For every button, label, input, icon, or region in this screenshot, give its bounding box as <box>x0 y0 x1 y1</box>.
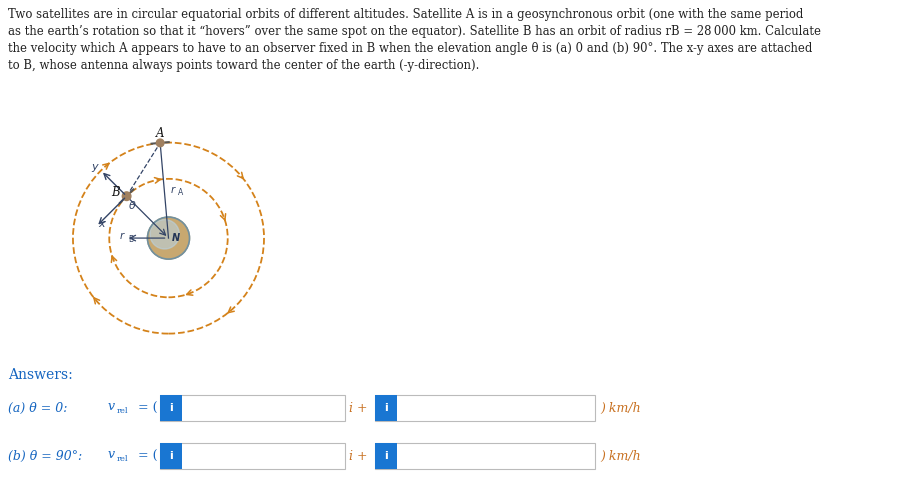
FancyBboxPatch shape <box>375 443 397 469</box>
Circle shape <box>150 220 179 249</box>
Text: = (: = ( <box>138 401 158 415</box>
FancyBboxPatch shape <box>375 443 595 469</box>
Text: rel: rel <box>117 407 129 415</box>
Text: ) km/h: ) km/h <box>600 401 641 415</box>
Text: i: i <box>169 403 173 413</box>
Text: i: i <box>384 451 387 461</box>
Text: rel: rel <box>117 455 129 463</box>
Text: A: A <box>156 127 164 140</box>
Text: B: B <box>128 235 133 244</box>
Text: v: v <box>108 400 115 414</box>
Text: N: N <box>172 233 180 243</box>
Text: i: i <box>384 403 387 413</box>
Text: the velocity which A appears to have to an observer fixed in B when the elevatio: the velocity which A appears to have to … <box>8 42 813 55</box>
Text: (b) θ = 90°:: (b) θ = 90°: <box>8 449 82 462</box>
Circle shape <box>123 192 131 200</box>
Text: θ: θ <box>129 201 136 211</box>
Text: A: A <box>177 188 183 197</box>
FancyBboxPatch shape <box>160 443 345 469</box>
Text: x: x <box>98 219 105 229</box>
Text: v: v <box>108 448 115 461</box>
Text: i: i <box>169 451 173 461</box>
Text: (a) θ = 0:: (a) θ = 0: <box>8 401 68 415</box>
Text: Answers:: Answers: <box>8 368 73 382</box>
FancyBboxPatch shape <box>160 395 182 421</box>
Circle shape <box>148 217 189 259</box>
Text: r: r <box>119 231 123 241</box>
Text: as the earth’s rotation so that it “hovers” over the same spot on the equator). : as the earth’s rotation so that it “hove… <box>8 25 821 38</box>
Text: Two satellites are in circular equatorial orbits of different altitudes. Satelli: Two satellites are in circular equatoria… <box>8 8 804 21</box>
Circle shape <box>157 139 164 147</box>
FancyBboxPatch shape <box>160 395 345 421</box>
Text: to B, whose antenna always points toward the center of the earth (-y-direction).: to B, whose antenna always points toward… <box>8 59 479 72</box>
FancyBboxPatch shape <box>375 395 595 421</box>
FancyBboxPatch shape <box>375 395 397 421</box>
Text: r: r <box>171 186 176 195</box>
Text: y: y <box>91 162 97 172</box>
Text: B: B <box>111 186 120 199</box>
Text: i +: i + <box>349 401 368 415</box>
Text: ) km/h: ) km/h <box>600 449 641 462</box>
Text: i +: i + <box>349 449 368 462</box>
FancyBboxPatch shape <box>160 443 182 469</box>
Text: = (: = ( <box>138 449 158 462</box>
